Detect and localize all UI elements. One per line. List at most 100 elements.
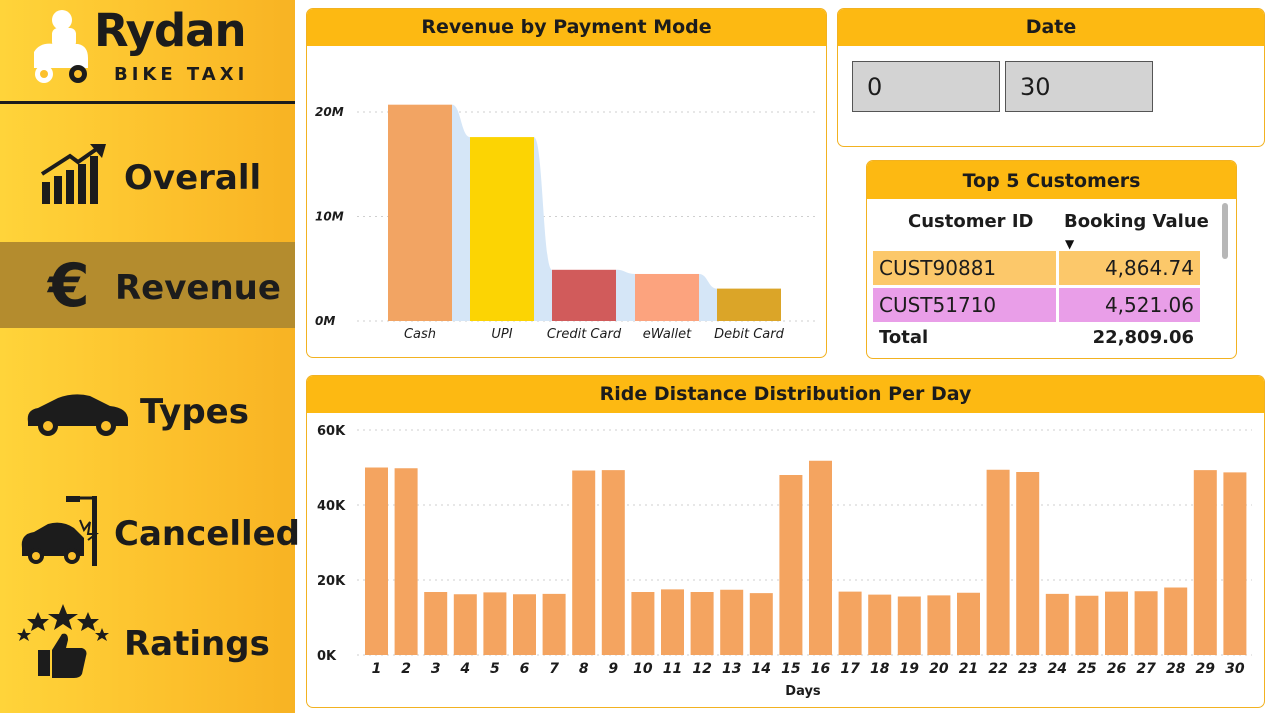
x-tick-label: 22 xyxy=(988,661,1007,677)
y-tick-label: 0K xyxy=(317,649,337,664)
x-tick-label: 24 xyxy=(1048,661,1067,677)
bar xyxy=(720,589,744,655)
x-tick-label: 23 xyxy=(1018,661,1037,677)
car-icon xyxy=(27,394,128,436)
y-tick-label: 40K xyxy=(317,499,346,514)
x-tick-label: 5 xyxy=(490,661,500,677)
bar xyxy=(1016,472,1040,655)
x-tick-label: 21 xyxy=(959,661,978,677)
x-axis-title: Days xyxy=(785,684,821,699)
sidebar: Rydan BIKE TAXI Overall € Revenue Types xyxy=(0,0,300,713)
bar xyxy=(542,593,566,655)
bar xyxy=(631,592,655,655)
x-tick-label: 27 xyxy=(1136,661,1156,677)
bar xyxy=(635,273,699,321)
x-tick-label: Credit Card xyxy=(547,327,622,342)
bar xyxy=(1223,472,1247,655)
bar xyxy=(957,592,980,655)
revenue-chart: 0M 10M 20M Cash UPI Credit Card eWallet Debit C… xyxy=(315,104,815,342)
bar xyxy=(388,104,452,321)
table-cell-booking-value[interactable]: 4,864.74 xyxy=(1059,251,1200,285)
bar xyxy=(897,596,921,655)
x-tick-label: 16 xyxy=(811,661,831,677)
date-from-input[interactable]: 0 xyxy=(852,61,1000,112)
bar xyxy=(927,595,951,655)
bar xyxy=(453,594,477,655)
svg-text:€: € xyxy=(46,254,90,314)
x-tick-label: 8 xyxy=(579,661,589,677)
table-cell-customer-id[interactable]: CUST51710 xyxy=(873,288,1056,322)
brand-subtitle: BIKE TAXI xyxy=(114,64,249,85)
x-tick-label: 10 xyxy=(633,661,653,677)
bar xyxy=(661,589,684,655)
nav-types[interactable]: Types xyxy=(0,374,295,460)
bar xyxy=(779,475,803,655)
x-tick-label: 20 xyxy=(929,661,949,677)
bar xyxy=(838,591,862,655)
x-tick-label: 1 xyxy=(372,661,382,677)
nav-revenue[interactable]: € Revenue xyxy=(0,242,295,328)
y-tick-label: 20M xyxy=(315,105,344,119)
x-tick-label: 28 xyxy=(1166,661,1186,677)
car-crash-icon xyxy=(21,496,99,566)
bar xyxy=(552,269,616,321)
date-card: Date 0 30 xyxy=(837,8,1265,147)
bar xyxy=(749,593,773,655)
x-tick-label: 30 xyxy=(1225,661,1245,677)
y-tick-label: 60K xyxy=(317,424,346,439)
bar xyxy=(601,470,625,655)
x-tick-label: 13 xyxy=(722,661,741,677)
distance-card-title: Ride Distance Distribution Per Day xyxy=(307,376,1264,413)
bar xyxy=(1075,595,1099,655)
date-card-title: Date xyxy=(838,9,1264,46)
nav-label-overall: Overall xyxy=(124,158,262,198)
x-tick-label: 25 xyxy=(1077,661,1097,677)
column-header-customer-id[interactable]: Customer ID xyxy=(908,211,1034,232)
bar xyxy=(1105,591,1128,655)
bar xyxy=(717,288,781,321)
x-tick-label: eWallet xyxy=(643,327,692,342)
y-tick-label: 10M xyxy=(315,210,344,224)
bar xyxy=(470,137,534,321)
x-tick-label: 26 xyxy=(1107,661,1127,677)
bar xyxy=(1134,591,1158,655)
bar xyxy=(1045,593,1069,655)
stars-thumbs-up-icon xyxy=(17,604,109,678)
total-value: 22,809.06 xyxy=(1092,327,1194,348)
x-tick-label: 3 xyxy=(431,661,441,677)
x-tick-label: 17 xyxy=(840,661,860,677)
nav-ratings[interactable]: Ratings xyxy=(0,600,295,686)
x-tick-label: 6 xyxy=(520,661,530,677)
y-tick-label: 0M xyxy=(315,314,335,328)
table-scrollbar[interactable] xyxy=(1222,203,1228,259)
x-tick-label: 7 xyxy=(549,661,559,677)
bar xyxy=(483,592,507,655)
x-tick-label: 18 xyxy=(870,661,890,677)
bar xyxy=(365,467,388,655)
sort-desc-icon[interactable]: ▼ xyxy=(1065,237,1075,251)
top-customers-title: Top 5 Customers xyxy=(867,161,1236,199)
column-header-booking-value[interactable]: Booking Value xyxy=(1064,211,1209,232)
x-tick-label: 2 xyxy=(401,661,411,677)
bar xyxy=(513,594,536,655)
table-cell-customer-id[interactable]: CUST90881 xyxy=(873,251,1056,285)
x-tick-label: 14 xyxy=(752,661,771,677)
bar xyxy=(1164,587,1188,655)
nav-label-types: Types xyxy=(140,392,249,432)
x-tick-label: 11 xyxy=(663,661,682,677)
bar xyxy=(1193,470,1217,655)
top-customers-card: Top 5 Customers Customer ID Booking Valu… xyxy=(866,160,1237,359)
nav-overall[interactable]: Overall xyxy=(0,138,295,224)
date-to-input[interactable]: 30 xyxy=(1005,61,1153,112)
bar xyxy=(868,594,892,655)
x-tick-label: UPI xyxy=(491,327,512,342)
table-cell-booking-value[interactable]: 4,521.06 xyxy=(1059,288,1200,322)
x-tick-label: 19 xyxy=(900,661,920,677)
revenue-card: Revenue by Payment Mode 0M 10M 20M Cash UPI C… xyxy=(306,8,827,358)
x-tick-label: 9 xyxy=(608,661,618,677)
nav-cancelled[interactable]: Cancelled xyxy=(0,490,300,576)
brand-name: Rydan xyxy=(94,4,247,57)
bar xyxy=(690,592,714,655)
x-tick-label: Debit Card xyxy=(714,327,784,342)
